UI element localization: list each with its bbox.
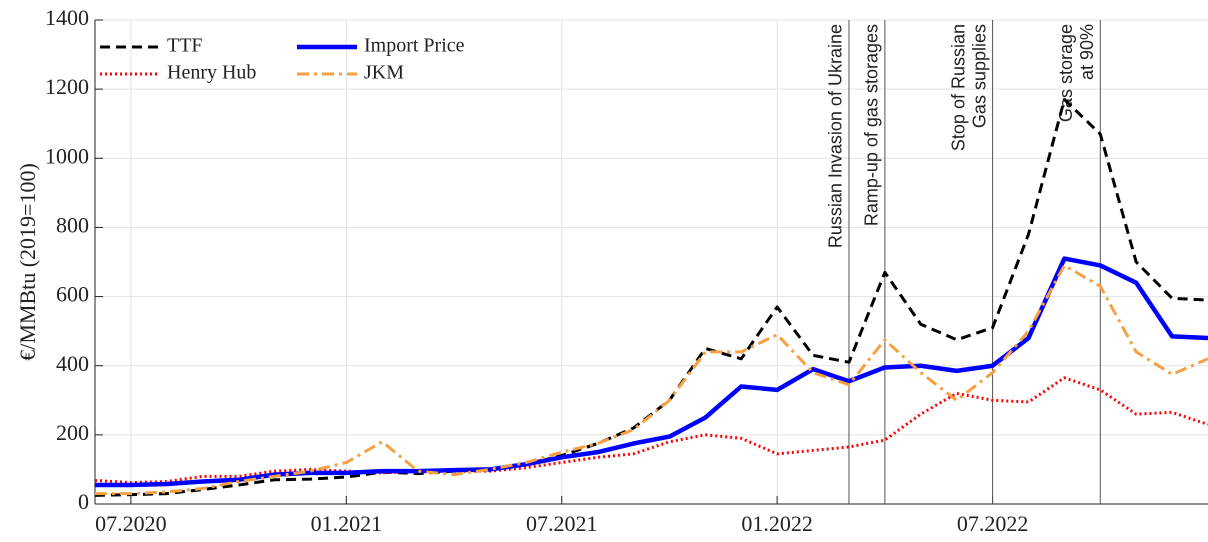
legend-label: Henry Hub — [167, 62, 256, 84]
y-tick-label: 800 — [56, 212, 89, 237]
x-tick-label: 07.2022 — [957, 511, 1029, 536]
event-label: Stop of Russian — [948, 24, 968, 151]
series-line — [95, 98, 1208, 497]
series-line — [95, 376, 1208, 485]
event-label: Gas storage — [1056, 24, 1076, 122]
event-label: Gas supplies — [969, 24, 989, 128]
event-label: Russian Invasion of Ukraine — [826, 24, 846, 248]
x-tick-label: 07.2020 — [95, 511, 167, 536]
y-axis-label: €/MMBtu (2019=100) — [15, 163, 40, 361]
legend-label: Import Price — [364, 35, 465, 57]
y-tick-label: 1000 — [45, 143, 89, 168]
x-tick-label: 01.2022 — [741, 511, 813, 536]
x-tick-label: 07.2021 — [526, 511, 598, 536]
y-tick-label: 200 — [56, 420, 89, 445]
y-tick-label: 400 — [56, 351, 89, 376]
series-line — [95, 263, 1208, 496]
y-tick-label: 600 — [56, 282, 89, 307]
x-tick-label: 01.2021 — [311, 511, 383, 536]
y-tick-label: 1200 — [45, 74, 89, 99]
legend-label: TTF — [167, 35, 203, 57]
event-label: at 90% — [1077, 24, 1097, 80]
series-line — [95, 256, 1208, 488]
y-tick-label: 1400 — [45, 5, 89, 30]
y-tick-label: 0 — [78, 489, 89, 514]
legend-label: JKM — [364, 62, 404, 84]
event-label: Ramp-up of gas storages — [862, 24, 882, 226]
